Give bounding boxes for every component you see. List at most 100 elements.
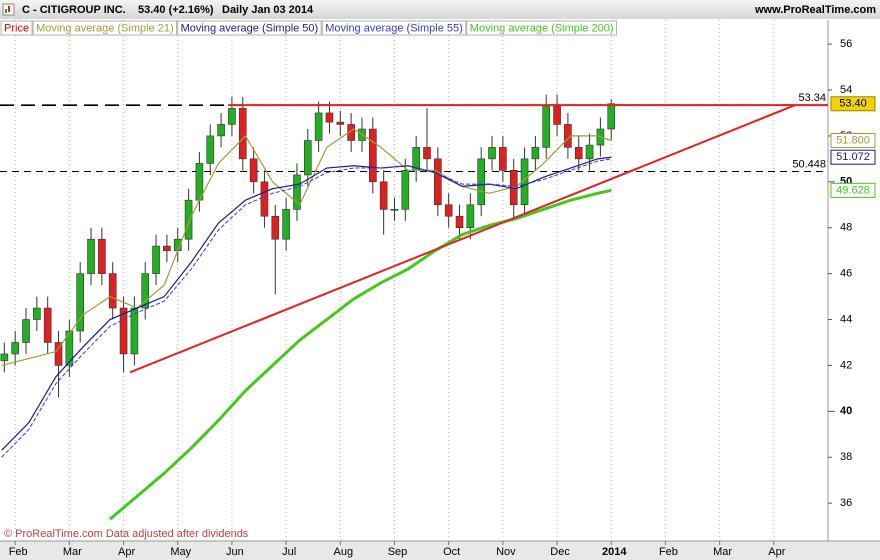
candle-body — [401, 170, 410, 210]
candle-body — [347, 124, 355, 141]
x-tick-label: Jun — [226, 546, 244, 558]
candle-body — [152, 245, 160, 274]
candle-body — [76, 273, 84, 332]
menu-icon-glyph — [8, 6, 10, 12]
header-source: www.ProRealTime.com — [754, 4, 876, 16]
candle-body — [336, 121, 345, 125]
y-tick-label: 44 — [840, 313, 852, 325]
candle-body — [293, 174, 301, 210]
y-tick-label: 36 — [840, 497, 852, 509]
legend-label: Moving average (Simple 55) — [325, 22, 463, 34]
candle-body — [54, 342, 63, 366]
x-tick-label: 2014 — [602, 546, 627, 558]
candle-body — [488, 147, 496, 160]
grid: Feb Mar Apr May Jun Jul Aug Sep Oct Nov Dec 2014 Feb… — [9, 20, 852, 558]
candle-body — [553, 105, 561, 125]
candle-body — [499, 147, 507, 171]
last-value-label: 53.40 — [839, 98, 867, 110]
header-period: Daily Jan 03 2014 — [222, 4, 314, 16]
last-value-tag — [830, 182, 876, 198]
y-tick-label: 48 — [840, 222, 852, 234]
x-tick-label: Dec — [550, 546, 570, 558]
last-value-tag — [830, 96, 876, 112]
last-value-label: 49.628 — [836, 184, 870, 196]
candle-body — [228, 108, 236, 125]
candle-body — [455, 215, 464, 229]
candle-body — [108, 273, 117, 309]
x-tick-label: Aug — [334, 546, 354, 558]
candle-body — [444, 204, 453, 217]
y-tick-label: 42 — [840, 359, 852, 371]
candle-body — [260, 181, 269, 217]
candle-body — [65, 330, 74, 366]
x-tick-label: Nov — [496, 546, 516, 558]
x-tick-label: Feb — [9, 546, 28, 558]
trend-line — [129, 104, 796, 374]
x-tick-label: Mar — [63, 546, 82, 558]
legend-label: Price — [4, 22, 29, 34]
last-value-label: 51.072 — [836, 151, 870, 163]
legend-box — [321, 20, 467, 36]
x-tick-label: Feb — [659, 546, 678, 558]
y-tick-label: 40 — [840, 405, 852, 417]
candle-body — [531, 147, 540, 160]
candle-body — [423, 147, 431, 160]
header-price: 53.40 (+2.16%) — [138, 4, 214, 16]
candle-body — [119, 307, 128, 355]
legend-box — [32, 20, 178, 36]
plot: 53.34 50.448 53.40 51.800 51.072 49.628 — [0, 92, 876, 521]
candle-body — [141, 273, 150, 309]
last-value-tag — [830, 149, 876, 165]
candle-body — [607, 103, 616, 130]
header-bar — [0, 0, 880, 19]
ma-line — [1, 156, 612, 451]
level-label: 50.448 — [792, 158, 826, 170]
candle-body — [390, 209, 399, 211]
candle-body — [163, 245, 171, 251]
legend-label: Moving average (Simple 50) — [181, 22, 319, 34]
ma-line — [109, 188, 612, 521]
candle-body — [217, 124, 225, 137]
candle-body — [466, 204, 475, 229]
header-title: C - CITIGROUP INC. — [22, 4, 126, 16]
candle-body — [184, 199, 193, 240]
candle-body — [33, 307, 41, 320]
candle-body — [238, 108, 247, 160]
candle-body — [11, 342, 19, 355]
footer-note: © ProRealTime.com Data adjusted after di… — [4, 528, 249, 540]
x-tick-label: Jul — [282, 546, 296, 558]
y-tick-label: 56 — [840, 38, 852, 50]
last-value-tag — [830, 132, 876, 148]
y-tick-label: 54 — [840, 84, 852, 96]
menu-icon-glyph — [5, 9, 7, 13]
x-tick-label: May — [170, 546, 191, 558]
candle-body — [206, 135, 215, 164]
candle-body — [542, 105, 551, 148]
candle-body — [0, 353, 9, 362]
candle-body — [43, 307, 52, 343]
candle-body — [303, 140, 312, 176]
legend-label: Moving average (Simple 200) — [470, 22, 614, 34]
x-tick-label: Apr — [118, 546, 135, 558]
legend-box — [466, 20, 617, 36]
y-tick-label: 46 — [840, 268, 852, 280]
candle-body — [477, 158, 485, 206]
candle-body — [434, 158, 442, 206]
legend-box — [0, 20, 33, 36]
candle-body — [379, 181, 388, 210]
candle-body — [574, 147, 583, 160]
legend-label: Moving average (Simple 21) — [36, 22, 174, 34]
legend-box — [177, 20, 322, 36]
x-tick-label: Mar — [713, 546, 732, 558]
x-tick-label: Sep — [388, 546, 408, 558]
x-tick-label: Oct — [443, 546, 460, 558]
candle-body — [369, 128, 377, 183]
candle-body — [325, 112, 334, 123]
x-tick-label: Apr — [768, 546, 785, 558]
last-value-label: 51.800 — [836, 134, 870, 146]
candle-body — [98, 238, 106, 274]
candle-body — [249, 158, 258, 183]
candle-body — [130, 307, 139, 355]
